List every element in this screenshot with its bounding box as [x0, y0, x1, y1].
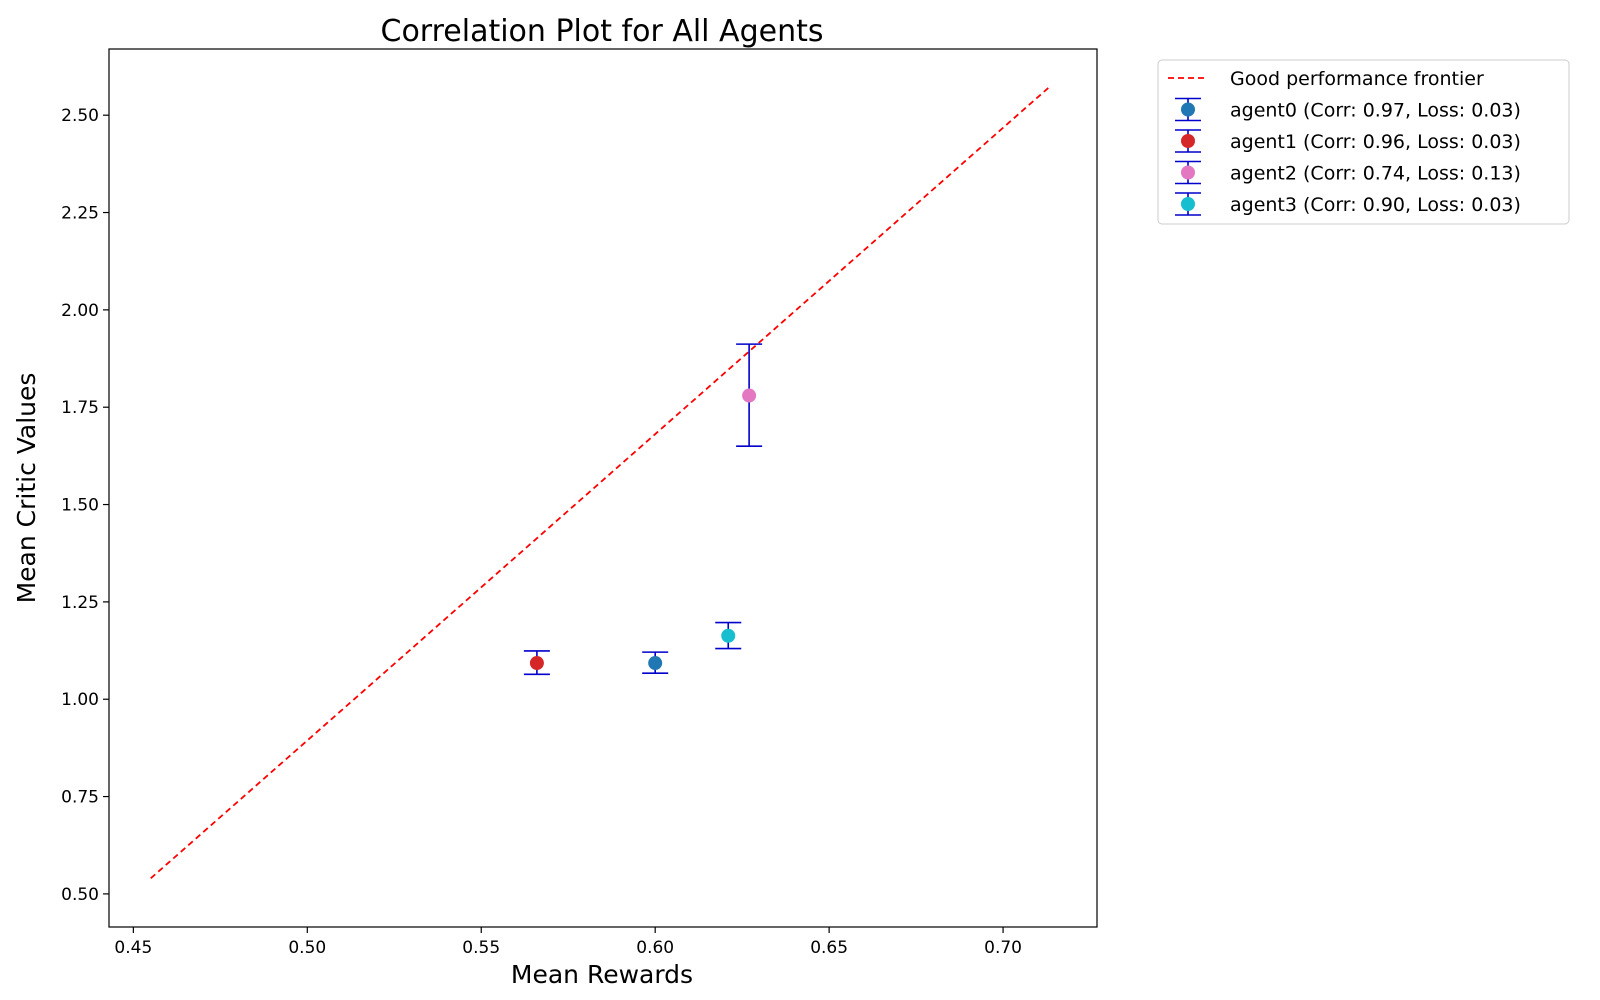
y-tick-label: 0.75 [61, 788, 99, 808]
y-tick-label: 1.75 [61, 398, 99, 418]
legend: Good performance frontier agent0 (Corr: 0… [1157, 59, 1570, 225]
y-axis: 0.50 0.75 1.00 1.25 1.50 1.75 2.00 2.25 2.50 [61, 106, 109, 905]
y-tick-label: 1.50 [61, 496, 99, 516]
legend-swatch-agent1 [1181, 134, 1195, 148]
chart-title: Correlation Plot for All Agents [381, 14, 824, 49]
point-agent0 [648, 656, 663, 671]
x-tick-label: 0.45 [114, 938, 152, 958]
point-agent1 [529, 656, 544, 671]
x-axis: 0.45 0.50 0.55 0.60 0.65 0.70 [114, 927, 1022, 958]
legend-label-frontier: Good performance frontier [1230, 68, 1484, 90]
legend-swatch-agent3 [1181, 197, 1195, 211]
y-tick-label: 2.00 [61, 301, 99, 321]
y-tick-label: 2.25 [61, 204, 99, 224]
plot-area: 0.45 0.50 0.55 0.60 0.65 0.70 0.50 0.75 1.00 1.2… [61, 48, 1098, 958]
x-tick-label: 0.65 [810, 938, 848, 958]
legend-label-agent3: agent3 (Corr: 0.90, Loss: 0.03) [1230, 194, 1521, 216]
y-tick-label: 2.50 [61, 106, 99, 126]
y-tick-label: 1.25 [61, 593, 99, 613]
y-axis-title: Mean Critic Values [12, 373, 41, 604]
y-tick-label: 0.50 [61, 885, 99, 905]
x-axis-title: Mean Rewards [511, 960, 693, 989]
x-tick-label: 0.55 [462, 938, 500, 958]
x-tick-label: 0.70 [984, 938, 1022, 958]
legend-swatch-agent0 [1181, 102, 1195, 117]
legend-box [1157, 59, 1570, 225]
data-marks [150, 87, 1049, 880]
legend-swatch-agent2 [1181, 165, 1195, 180]
point-agent3 [721, 628, 736, 643]
y-tick-label: 1.00 [61, 690, 99, 710]
plot-frame [108, 48, 1098, 928]
legend-label-agent2: agent2 (Corr: 0.74, Loss: 0.13) [1230, 163, 1521, 185]
point-agent2 [742, 388, 757, 403]
x-tick-label: 0.60 [636, 938, 674, 958]
legend-label-agent0: agent0 (Corr: 0.97, Loss: 0.03) [1230, 100, 1521, 122]
legend-label-agent1: agent1 (Corr: 0.96, Loss: 0.03) [1230, 131, 1521, 153]
x-tick-label: 0.50 [288, 938, 326, 958]
